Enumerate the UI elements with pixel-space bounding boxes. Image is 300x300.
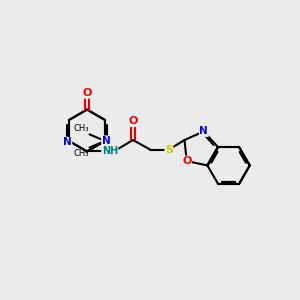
Text: NH: NH [102,146,118,156]
Text: O: O [82,88,92,98]
Text: N: N [102,136,110,146]
Text: CH₃: CH₃ [74,124,89,133]
Text: CH₃: CH₃ [74,149,89,158]
Text: N: N [200,126,208,136]
Text: O: O [182,156,191,166]
Text: O: O [128,116,138,126]
Text: S: S [165,145,173,154]
Text: N: N [63,137,72,148]
